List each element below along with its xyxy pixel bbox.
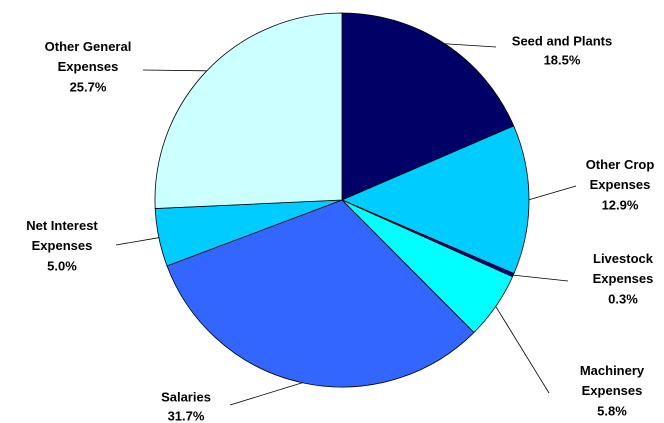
pie-slice bbox=[340, 125, 530, 275]
category-label: Other General Expenses bbox=[45, 39, 132, 74]
pie-slice bbox=[166, 199, 475, 388]
leader-line bbox=[142, 69, 207, 72]
value-label: 31.7% bbox=[168, 408, 205, 423]
leader-line bbox=[528, 185, 577, 201]
category-label: Seed and Plants bbox=[512, 33, 612, 48]
leader-line bbox=[444, 43, 497, 48]
value-label: 5.8% bbox=[597, 403, 627, 418]
value-label: 5.0% bbox=[47, 258, 77, 273]
category-label: Other Crop Expenses bbox=[586, 157, 655, 192]
leader-line bbox=[115, 237, 159, 246]
leader-line bbox=[229, 382, 303, 406]
leader-line bbox=[513, 274, 569, 282]
category-label: Machinery Expenses bbox=[580, 363, 645, 398]
category-label: Net Interest Expenses bbox=[26, 218, 98, 253]
category-label: Salaries bbox=[161, 389, 211, 404]
pie-slice bbox=[154, 12, 343, 209]
category-label: Livestock Expenses bbox=[593, 251, 654, 286]
value-label: 0.3% bbox=[608, 291, 638, 306]
leader-line bbox=[495, 306, 550, 394]
value-label: 25.7% bbox=[70, 79, 107, 94]
value-label: 18.5% bbox=[544, 52, 581, 67]
pie-slice bbox=[341, 12, 515, 201]
value-label: 12.9% bbox=[602, 197, 639, 212]
